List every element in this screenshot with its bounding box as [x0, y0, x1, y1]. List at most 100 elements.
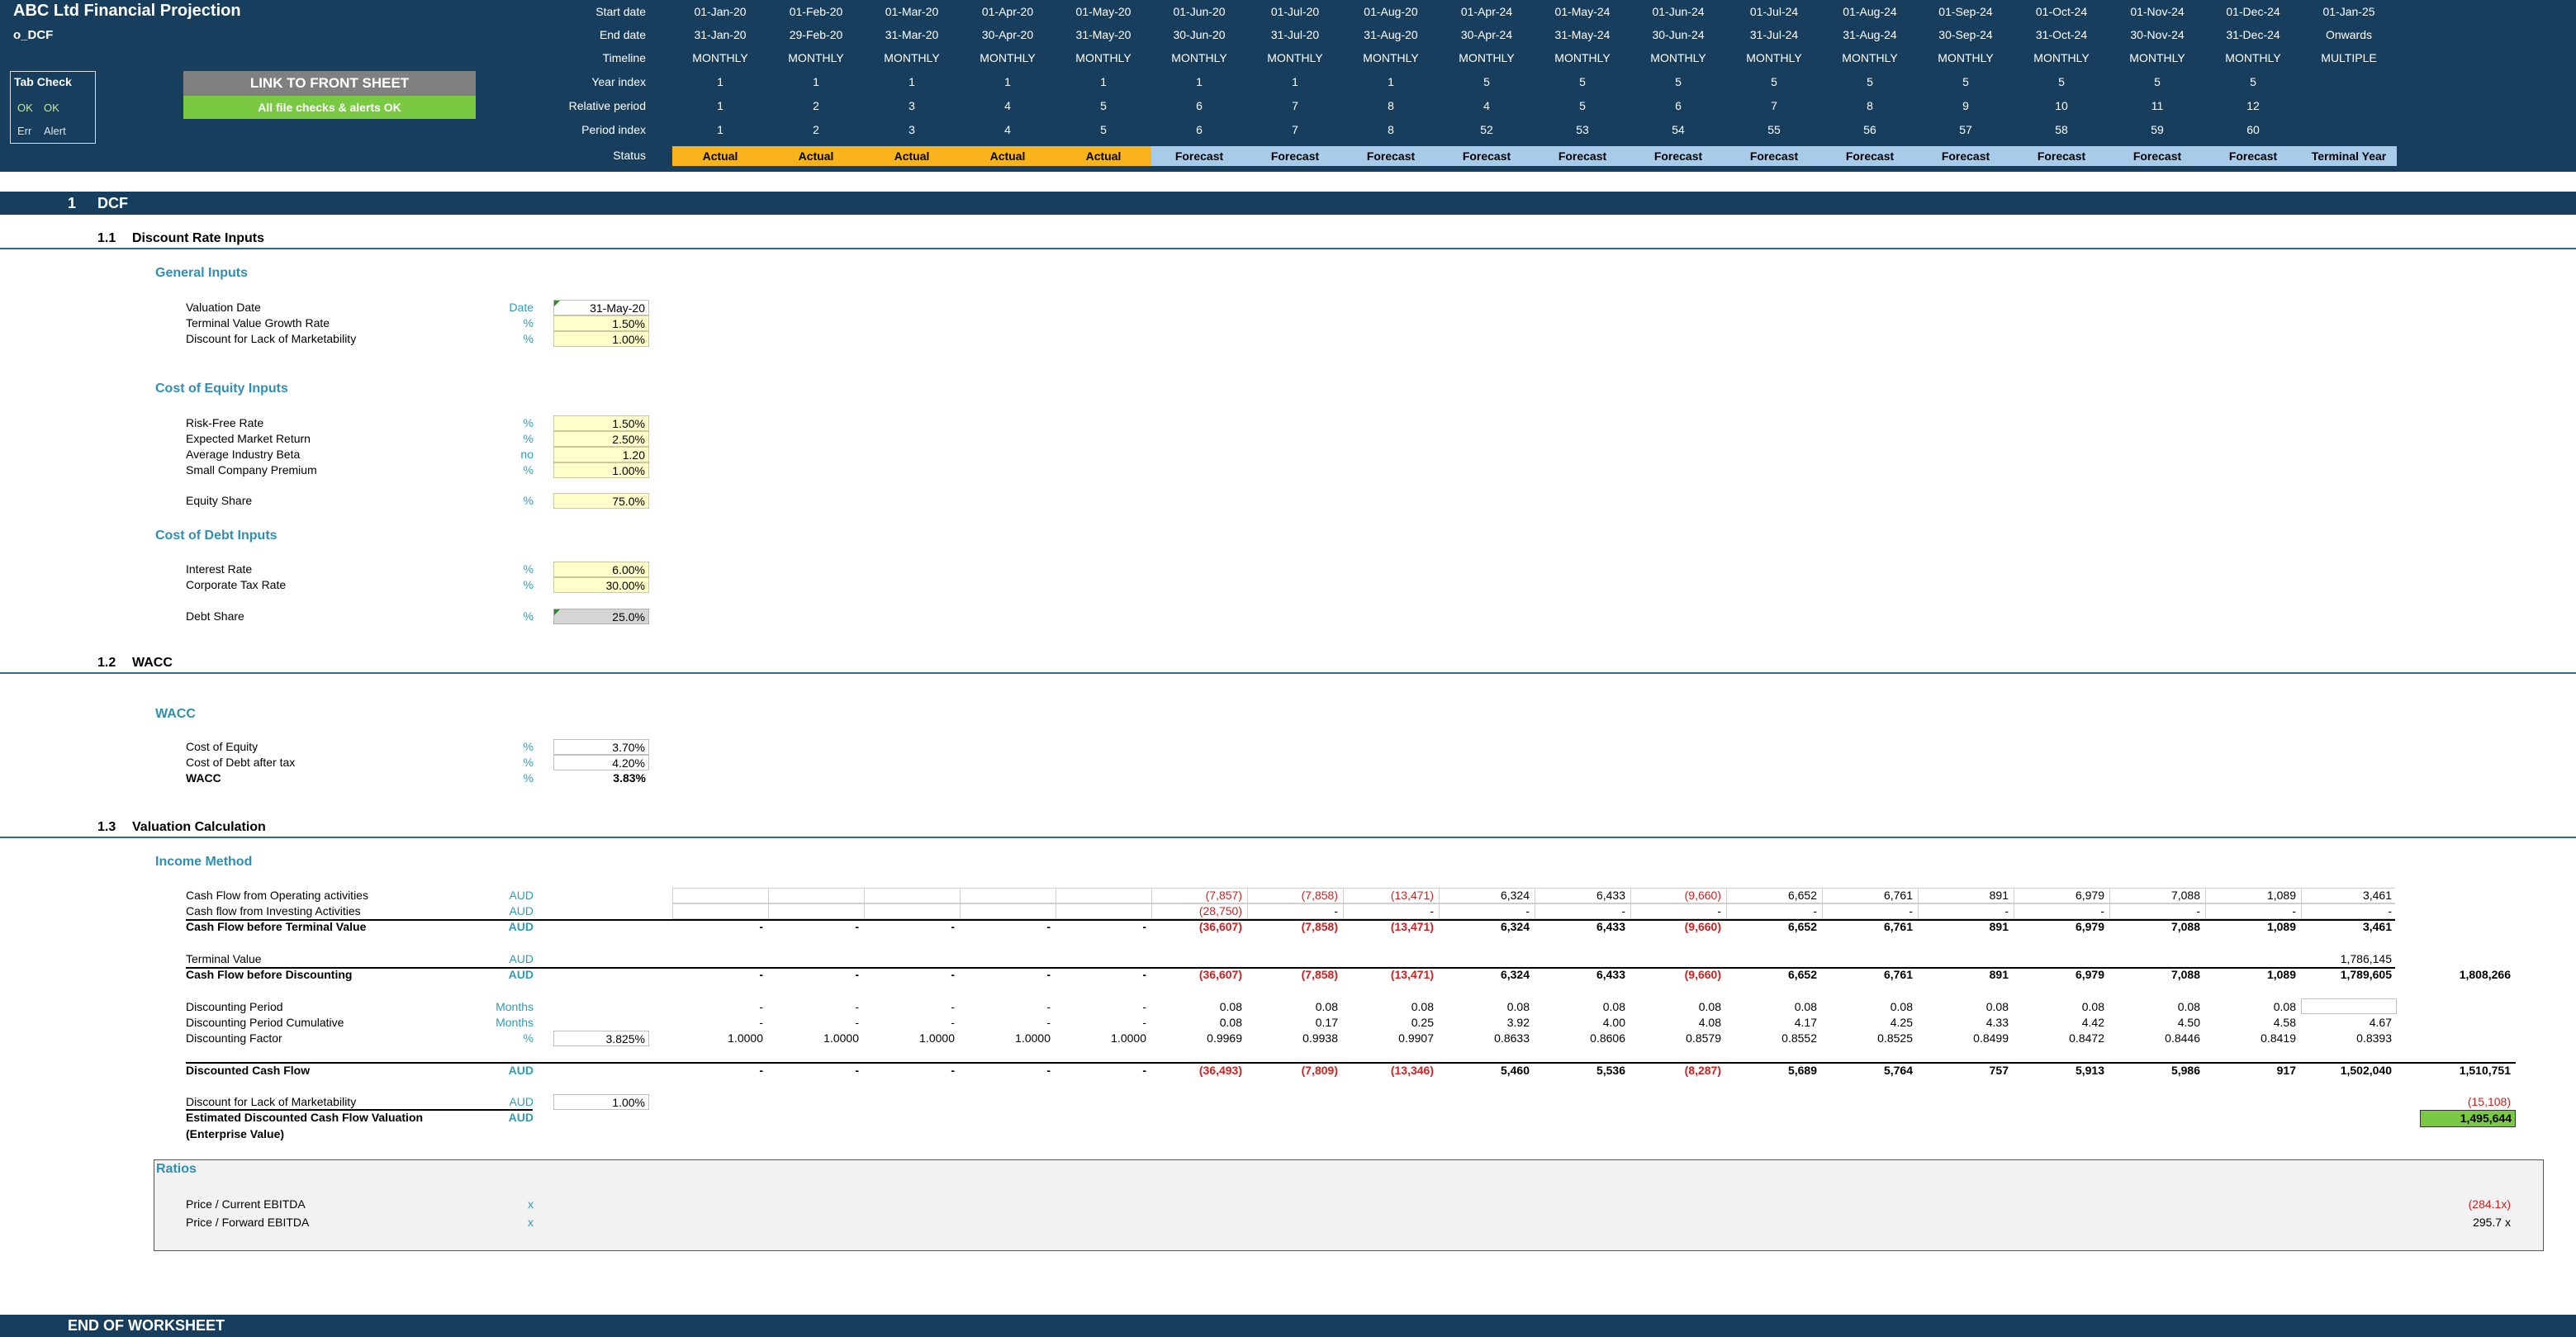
header-timeline-cell: MONTHLY: [1075, 51, 1131, 64]
table-cell: 5,913: [2075, 1064, 2104, 1077]
ratio-row-label: Price / Current EBITDA: [186, 1197, 306, 1211]
unit-label: AUD: [509, 1095, 534, 1108]
table-cell: -: [951, 1016, 955, 1029]
table-cell: 1,089: [2266, 889, 2296, 902]
table-cell: 4.33: [1985, 1016, 2009, 1029]
table-cell: 6,433: [1596, 920, 1625, 933]
discount-rate-field[interactable]: 3.825%: [553, 1031, 649, 1046]
input-row-label: Discount for Lack of Marketability: [186, 332, 357, 345]
header-timeline-cell: MONTHLY: [1746, 51, 1802, 64]
tab-check-err: Err: [17, 125, 32, 137]
table-cell: -: [1046, 968, 1051, 981]
input-row-label: Interest Rate: [186, 562, 253, 576]
status-badge: Forecast: [1630, 146, 1726, 166]
input-field[interactable]: 6.00%: [553, 562, 649, 577]
table-cell: 3,461: [2362, 920, 2392, 933]
header-period-cell: 57: [1959, 123, 1972, 136]
table-cell: 891: [1989, 968, 2009, 981]
unit-label: %: [523, 463, 534, 476]
input-field[interactable]: 31-May-20: [553, 300, 649, 315]
input-field[interactable]: 25.0%: [553, 609, 649, 624]
table-cell: 5,536: [1596, 1064, 1625, 1077]
table-cell: 6,761: [1883, 889, 1913, 902]
header-timeline-cell: MONTHLY: [884, 51, 940, 64]
input-field[interactable]: 1.50%: [553, 315, 649, 331]
grid-cell: [2109, 889, 2205, 904]
header-timeline-cell: MULTIPLE: [2321, 51, 2377, 64]
table-cell: -: [2292, 904, 2296, 917]
table-cell: -: [1430, 904, 1434, 917]
table-cell: 0.08: [2081, 1000, 2104, 1013]
header-end-cell: Onwards: [2325, 28, 2373, 41]
status-badge: Forecast: [1247, 146, 1343, 166]
grid-cell: [864, 904, 960, 920]
header-end-cell: 31-May-20: [1075, 28, 1131, 41]
unit-label: AUD: [509, 889, 534, 902]
table-cell: 917: [2276, 1064, 2296, 1077]
unit-label: AUD: [508, 1064, 534, 1077]
header-start-cell: 01-May-20: [1075, 5, 1131, 18]
grid-cell: [960, 904, 1056, 920]
table-cell: -: [855, 920, 859, 933]
input-field[interactable]: 75.0%: [553, 493, 649, 509]
grid-cell: [1630, 904, 1726, 920]
terminal-disc-period-field[interactable]: [2301, 998, 2397, 1014]
header-period-cell: 4: [1004, 123, 1011, 136]
input-field[interactable]: 2.50%: [553, 431, 649, 447]
unit-label: %: [523, 740, 534, 753]
header-start-cell: 01-Apr-20: [981, 5, 1034, 18]
header-rel-cell: 2: [813, 99, 819, 112]
header-start-cell: 01-Mar-20: [885, 5, 939, 18]
header-period-cell: 59: [2151, 123, 2164, 136]
input-field[interactable]: 1.00%: [553, 331, 649, 347]
valuation-row-label: Cash flow from Investing Activities: [186, 904, 361, 917]
unit-label: %: [523, 494, 534, 507]
header-row-label: Timeline: [602, 51, 646, 64]
link-to-front-sheet-button[interactable]: LINK TO FRONT SHEET: [183, 71, 476, 96]
subsection-title-valuation: Valuation Calculation: [132, 820, 266, 834]
grid-cell: [1822, 889, 1918, 904]
valuation-row-label: Discounting Period: [186, 1000, 283, 1013]
unit-label: %: [523, 416, 534, 429]
subsection-rule: [0, 248, 2576, 249]
input-field[interactable]: 30.00%: [553, 577, 649, 593]
ratios-box: Ratios: [154, 1159, 2544, 1251]
unit-label: %: [523, 756, 534, 769]
input-field[interactable]: 1.00%: [553, 462, 649, 478]
table-cell: -: [1142, 920, 1146, 933]
cf-before-disc-total: 1,808,266: [2459, 968, 2511, 981]
input-row-label: Terminal Value Growth Rate: [186, 316, 330, 330]
table-cell: 6,979: [2075, 920, 2104, 933]
header-timeline-cell: MONTHLY: [980, 51, 1036, 64]
input-field[interactable]: 1.20: [553, 447, 649, 462]
table-cell: (7,858): [1301, 968, 1338, 981]
status-badge: Forecast: [1726, 146, 1822, 166]
table-cell: (7,809): [1301, 1064, 1338, 1077]
valuation-row-label: Cash Flow before Discounting: [186, 968, 353, 981]
table-cell: (7,857): [1205, 889, 1242, 902]
table-cell: 7,088: [2170, 889, 2200, 902]
header-end-cell: 30-Apr-20: [981, 28, 1034, 41]
grid-cell: [1056, 889, 1151, 904]
table-cell: -: [1046, 1000, 1051, 1013]
table-cell: 1,089: [2266, 968, 2296, 981]
unit-label: %: [523, 578, 534, 591]
terminal-value-cell: 1,786,145: [2340, 952, 2392, 965]
input-field[interactable]: 1.50%: [553, 415, 649, 431]
table-cell: 5,460: [1500, 1064, 1530, 1077]
table-cell: (8,287): [1684, 1064, 1721, 1077]
unit-label: %: [523, 562, 534, 576]
status-badge: Actual: [768, 146, 864, 166]
valuation-row-label: Cash Flow from Operating activities: [186, 889, 368, 902]
header-end-cell: 31-Oct-24: [2035, 28, 2088, 41]
header-start-cell: 01-Sep-24: [1938, 5, 1993, 18]
table-cell: -: [951, 1064, 955, 1077]
header-timeline-cell: MONTHLY: [788, 51, 844, 64]
dlom-rate-field[interactable]: 1.00%: [553, 1094, 649, 1110]
header-end-cell: 31-Jul-24: [1749, 28, 1799, 41]
grid-cell: [864, 889, 960, 904]
header-year-cell: 1: [1100, 75, 1107, 88]
header-rel-cell: 4: [1004, 99, 1011, 112]
table-cell: -: [759, 920, 763, 933]
header-rel-cell: 4: [1483, 99, 1490, 112]
